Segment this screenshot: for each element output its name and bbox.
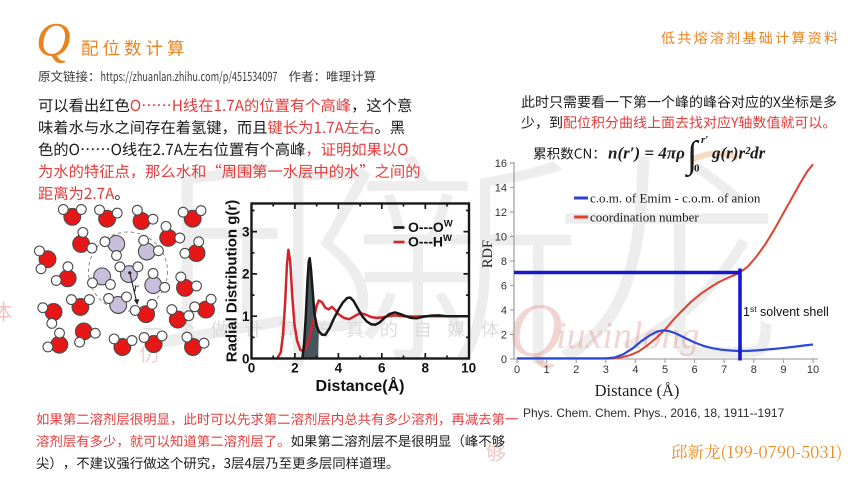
svg-text:1st solvent shell: 1st solvent shell: [743, 304, 829, 319]
svg-text:12: 12: [495, 207, 507, 219]
svg-text:iuxinlong: iuxinlong: [556, 315, 700, 357]
svg-text:4: 4: [335, 361, 343, 376]
svg-text:9: 9: [780, 364, 786, 376]
svg-text:2: 2: [242, 267, 250, 282]
svg-text:10: 10: [461, 361, 476, 376]
svg-text:n(r′) = 4πρ: n(r′) = 4πρ: [608, 144, 685, 163]
svg-text:16: 16: [495, 158, 507, 170]
svg-text:2: 2: [573, 364, 579, 376]
svg-text:O---OW: O---OW: [408, 219, 453, 236]
svg-text:r: r: [134, 281, 139, 295]
svg-text:1: 1: [242, 309, 250, 324]
svg-text:4: 4: [632, 364, 638, 376]
svg-text:8: 8: [751, 364, 757, 376]
svg-text:0: 0: [514, 364, 520, 376]
svg-text:10: 10: [495, 232, 507, 244]
svg-text:8: 8: [422, 361, 430, 376]
svg-text:3: 3: [603, 364, 609, 376]
svg-text:0: 0: [248, 361, 256, 376]
svg-text:10: 10: [807, 364, 819, 376]
svg-text:Distance(Å): Distance(Å): [316, 376, 405, 395]
svg-text:4: 4: [501, 305, 507, 317]
svg-text:c.o.m. of Emim - c.o.m. of ani: c.o.m. of Emim - c.o.m. of anion: [590, 191, 761, 206]
svg-text:O---HW: O---HW: [408, 233, 452, 250]
svg-text:6: 6: [501, 281, 507, 293]
svg-text:0: 0: [694, 163, 700, 175]
svg-text:14: 14: [495, 183, 507, 195]
svg-text:Q: Q: [36, 14, 71, 67]
svg-text:Radial Distribution g(r): Radial Distribution g(r): [224, 200, 241, 363]
svg-text:2: 2: [501, 330, 507, 342]
svg-text:2: 2: [291, 361, 299, 376]
svg-text:5: 5: [662, 364, 668, 376]
svg-text:7: 7: [721, 364, 727, 376]
svg-text:6: 6: [692, 364, 698, 376]
svg-text:∫: ∫: [685, 134, 700, 178]
svg-text:Q: Q: [508, 289, 563, 373]
svg-text:r′: r′: [701, 134, 708, 146]
svg-text:3: 3: [242, 224, 250, 239]
svg-text:6: 6: [378, 361, 386, 376]
svg-text:Distance (Å): Distance (Å): [595, 381, 680, 400]
svg-text:coordination number: coordination number: [590, 210, 699, 225]
svg-text:0: 0: [501, 354, 507, 366]
svg-text:1: 1: [544, 364, 550, 376]
svg-text:RDF: RDF: [480, 240, 496, 268]
svg-text:Phys. Chem. Chem. Phys., 2016,: Phys. Chem. Chem. Phys., 2016, 18, 1911-…: [523, 406, 785, 420]
svg-text:g(r)r²dr: g(r)r²dr: [711, 144, 766, 163]
svg-text:8: 8: [501, 256, 507, 268]
svg-text:0: 0: [242, 351, 250, 366]
